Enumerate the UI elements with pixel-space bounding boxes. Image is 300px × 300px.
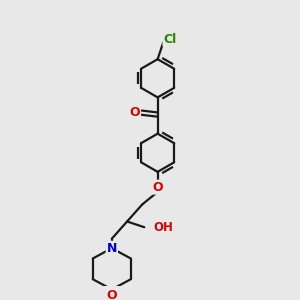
Text: Cl: Cl xyxy=(164,33,177,46)
Text: O: O xyxy=(152,181,163,194)
Text: OH: OH xyxy=(154,221,174,234)
Text: O: O xyxy=(129,106,140,119)
Text: N: N xyxy=(106,242,117,255)
Text: O: O xyxy=(106,289,117,300)
